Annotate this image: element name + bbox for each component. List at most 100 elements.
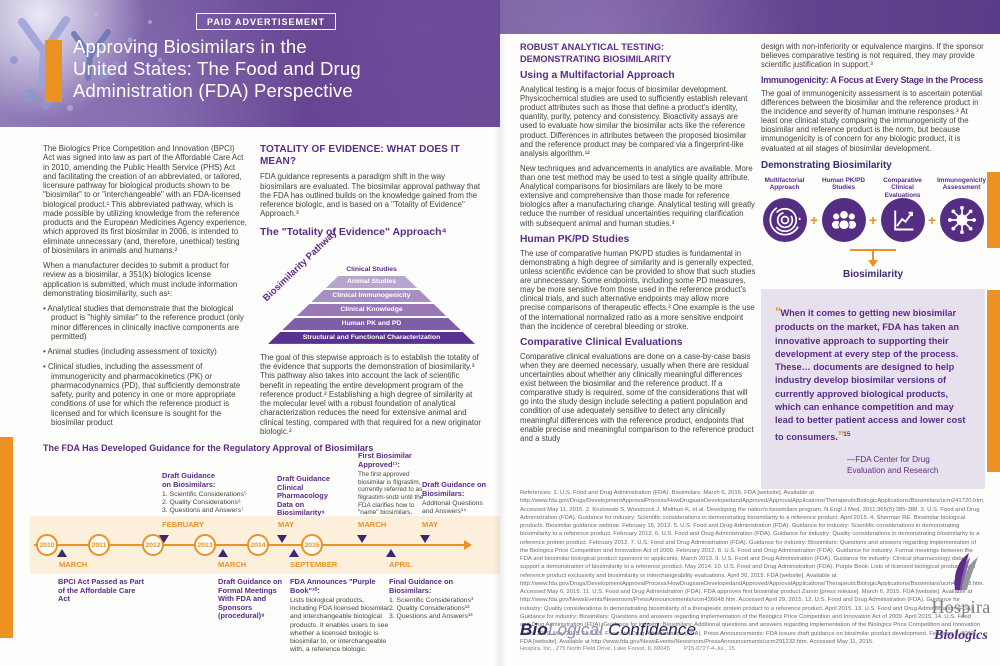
right-column-2: design with non-inferiority or equivalen… — [761, 42, 986, 489]
close-quote-icon: ” — [837, 428, 844, 444]
timeline-month: FEBRUARY — [162, 520, 204, 529]
new-techniques-paragraph: New techniques and advancements in analy… — [520, 163, 755, 228]
page-gutter — [494, 0, 506, 666]
plus-sign: + — [809, 212, 819, 229]
fda-guidance-timeline: The FDA Has Developed Guidance for the R… — [0, 443, 500, 666]
molecule-icon — [939, 198, 984, 243]
left-accent-bar — [0, 437, 13, 638]
brand-confidence: Confidence — [608, 620, 697, 639]
intro-paragraph-2: When a manufacturer decides to submit a … — [43, 261, 238, 298]
timeline-event: Draft Guidance on Formal Meetings With F… — [218, 577, 283, 621]
timeline-event: First Biosimilar Approved¹¹: The first a… — [358, 451, 424, 517]
diagram-item: Human PK/PD Studies — [820, 177, 867, 243]
pkpd-subheading: Human PK/PD Studies — [520, 233, 630, 245]
right-page-header-strip — [500, 0, 1000, 34]
paid-advertisement-badge: PAID ADVERTISEMENT — [196, 13, 337, 30]
pyramid-level: Clinical Studies — [346, 265, 397, 273]
brand-logical: Logical — [547, 620, 604, 639]
timeline-month: MARCH — [59, 560, 88, 569]
quote-reference: 15 — [843, 431, 851, 439]
quote-attribution: —FDA Center for Drug Evaluation and Rese… — [847, 455, 939, 475]
marker-triangle-icon — [57, 549, 67, 557]
pyramid-level: Structural and Functional Characterizati… — [268, 331, 475, 344]
timeline-year: 2010 — [36, 534, 58, 556]
references-block: References: 1. U.S. Food and Drug Admini… — [520, 490, 985, 645]
timeline-year: 2015 — [301, 534, 323, 556]
hospira-wordmark: Hospira — [931, 597, 991, 617]
demonstrating-biosimilarity-heading: Demonstrating Biosimilarity — [761, 159, 892, 171]
biological-confidence-logo: BioLogical Confidence — [520, 620, 696, 640]
plus-sign: + — [868, 212, 878, 229]
marker-triangle-icon — [159, 535, 169, 543]
antibody-illustration — [10, 11, 162, 111]
footer-address-line: Hospira, Inc., 275 North Field Drive, La… — [520, 646, 749, 652]
multifactorial-subheading: Using a Multifactorial Approach — [520, 70, 675, 81]
pyramid-level: Human PK and PD — [268, 317, 475, 330]
timeline-event: Draft Guidance on Biosimilars: 1. Scient… — [162, 471, 247, 515]
marker-triangle-icon — [277, 535, 287, 543]
design-paragraph: design with non-inferiority or equivalen… — [761, 42, 984, 70]
list-item: Animal studies (including assessment of … — [43, 347, 247, 356]
right-accent-bar — [987, 172, 1000, 248]
marker-triangle-icon — [420, 535, 430, 543]
approach-title: The "Totality of Evidence" Approach⁴ — [260, 225, 447, 238]
immunogenicity-subheading: Immunogenicity: A Focus at Every Stage i… — [761, 75, 983, 86]
timeline-year: 2013 — [194, 534, 216, 556]
timeline-heading: The FDA Has Developed Guidance for the R… — [43, 443, 374, 453]
diagram-item: Comparative Clinical Evaluations — [879, 177, 926, 243]
totality-body: FDA guidance represents a paradigm shift… — [260, 172, 481, 219]
diagram-item: Multifactorial Approach — [761, 177, 808, 243]
totality-pyramid: Clinical Studies Animal Studies Clinical… — [261, 228, 475, 344]
timeline-year: 2011 — [88, 534, 110, 556]
timeline-month: APRIL — [389, 560, 412, 569]
hospira-logo: Hospira Biologics — [924, 551, 998, 644]
diagram-item: Immunogenicity Assessment — [937, 177, 986, 243]
list-item: Analytical studies that demonstrate that… — [43, 304, 247, 341]
timeline-event: Draft Guidance Clinical Pharmacology Dat… — [277, 474, 330, 518]
marker-triangle-icon — [357, 535, 367, 543]
timeline-year: 2014 — [247, 534, 269, 556]
timeline-year: 2012 — [142, 534, 164, 556]
list-item: Clinical studies, including the assessme… — [43, 362, 247, 427]
plus-sign: + — [927, 212, 937, 229]
marker-triangle-icon — [289, 549, 299, 557]
timeline-band: 2010 2011 2012 2013 2014 2015 FEBRUARY M… — [30, 516, 500, 574]
marker-triangle-icon — [218, 549, 228, 557]
biosimilarity-equation-diagram: Multifactorial Approach + Human PK/PD St… — [761, 177, 986, 243]
right-column-1: ROBUST ANALYTICAL TESTING: DEMONSTRATING… — [520, 42, 756, 449]
timeline-event: BPCI Act Passed as Part of the Affordabl… — [58, 577, 144, 604]
quote-text: “When it comes to getting new biosimilar… — [775, 303, 966, 444]
brand-bio: Bio — [520, 620, 548, 639]
timeline-event: FDA Announces "Purple Book"¹⁰: Lists bio… — [290, 577, 390, 653]
hero-header: PAID ADVERTISEMENT Approving Biosimilars… — [0, 0, 500, 127]
article-title: Approving Biosimilars in the United Stat… — [73, 36, 361, 101]
fingerprint-icon — [762, 198, 807, 243]
company-address: Hospira, Inc., 275 North Field Drive, La… — [520, 646, 670, 652]
pyramid-level: Animal Studies — [268, 275, 475, 288]
biosimilarity-result-label: Biosimilarity — [842, 269, 904, 281]
robust-testing-heading: ROBUST ANALYTICAL TESTING: DEMONSTRATING… — [520, 42, 672, 64]
stepwise-paragraph: The goal of this stepwise approach is to… — [260, 352, 482, 436]
pkpd-paragraph: The use of comparative human PK/PD studi… — [520, 248, 756, 331]
line-chart-icon — [880, 198, 925, 243]
timeline-month: MARCH — [218, 560, 247, 569]
biosimilarity-requirements-list: Analytical studies that demonstrate that… — [43, 304, 247, 427]
intro-column: The Biologics Price Competition and Inno… — [43, 144, 247, 433]
marker-triangle-icon — [386, 549, 396, 557]
timeline-month: MAY — [278, 520, 295, 529]
down-arrow-icon — [850, 249, 896, 268]
timeline-month: MARCH — [358, 520, 387, 529]
pyramid-level: Clinical Knowledge — [268, 303, 475, 316]
comparative-paragraph: Comparative clinical evaluations are don… — [520, 351, 754, 443]
timeline-event: Final Guidance on Biosimilars: 1. Scient… — [389, 577, 474, 621]
people-icon — [821, 198, 866, 243]
comparative-subheading: Comparative Clinical Evaluations — [520, 336, 683, 348]
timeline-event: Draft Guidance on Biosimilars: Additonal… — [422, 480, 487, 516]
pyramid-level: Clinical Immunogenicity — [268, 289, 475, 302]
title-accent-bar — [45, 40, 62, 102]
timeline-arrow-icon — [464, 540, 472, 550]
fda-quote-box: “When it comes to getting new biosimilar… — [761, 288, 985, 489]
document-code: P15-0727-4-Jul., 15 — [683, 646, 735, 652]
timeline-month: MAY — [422, 520, 439, 529]
